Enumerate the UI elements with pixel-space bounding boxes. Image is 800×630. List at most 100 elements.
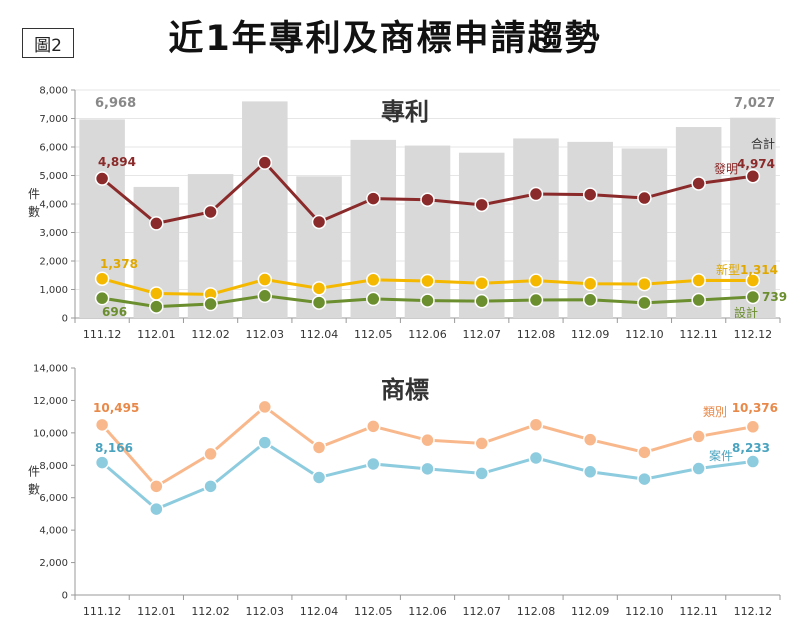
trademark-xtick-label: 112.10 <box>625 605 664 618</box>
total-bar <box>676 127 722 318</box>
design-point <box>638 296 651 309</box>
trademark-ytick-label: 8,000 <box>39 461 68 472</box>
invention-point <box>692 177 705 190</box>
patent-ytick-label: 6,000 <box>39 143 68 154</box>
invention-point <box>258 156 271 169</box>
case-last-label: 8,233 <box>732 441 770 455</box>
case-point <box>529 451 542 464</box>
utility-point <box>638 278 651 291</box>
total-bar <box>567 142 613 318</box>
class-point <box>258 400 271 413</box>
invention-last-label: 4,974 <box>737 157 775 171</box>
patent-ytick-label: 5,000 <box>39 171 68 182</box>
case-point <box>313 471 326 484</box>
invention-series-label: 發明 <box>714 161 738 176</box>
design-point <box>746 290 759 303</box>
trademark-xtick-label: 112.08 <box>517 605 556 618</box>
total-bar <box>459 153 505 318</box>
design-point <box>421 294 434 307</box>
class-point <box>421 434 434 447</box>
case-first-label: 8,166 <box>95 441 133 455</box>
patent-ytick-label: 2,000 <box>39 257 68 268</box>
total-bar <box>405 146 451 318</box>
class-point <box>367 420 380 433</box>
total-bar <box>622 148 668 318</box>
invention-point <box>367 192 380 205</box>
invention-point <box>421 193 434 206</box>
patent-ylabel: 件 <box>28 187 40 201</box>
trademark-xtick-label: 112.12 <box>734 605 773 618</box>
patent-xtick-label: 112.01 <box>137 328 176 341</box>
design-last-label: 739 <box>762 290 787 304</box>
design-point <box>313 296 326 309</box>
trademark-ytick-label: 14,000 <box>33 364 68 375</box>
case-series-label: 案件 <box>709 448 733 463</box>
design-point <box>96 292 109 305</box>
invention-first-label: 4,894 <box>98 155 136 169</box>
trademark-chart-title: 商標 <box>381 376 429 404</box>
patent-ytick-label: 8,000 <box>39 86 68 97</box>
utility-point <box>475 277 488 290</box>
class-point <box>313 441 326 454</box>
trademark-xtick-label: 111.12 <box>83 605 122 618</box>
patent-xtick-label: 112.06 <box>408 328 447 341</box>
invention-point <box>313 215 326 228</box>
trademark-xtick-label: 112.05 <box>354 605 393 618</box>
design-point <box>584 293 597 306</box>
invention-point <box>150 217 163 230</box>
patent-xtick-label: 112.03 <box>246 328 285 341</box>
bar-series-label: 合計 <box>751 136 775 151</box>
bar-first-label: 6,968 <box>95 96 136 111</box>
design-series-label: 設計 <box>734 305 758 320</box>
case-point <box>150 503 163 516</box>
trademark-ylabel: 件 <box>28 465 40 479</box>
class-series-label: 類別 <box>703 405 727 419</box>
case-point <box>367 457 380 470</box>
invention-point <box>746 170 759 183</box>
invention-point <box>96 172 109 185</box>
class-point <box>204 447 217 460</box>
trademark-ytick-label: 6,000 <box>39 493 68 504</box>
patent-ytick-label: 7,000 <box>39 114 68 125</box>
design-point <box>692 294 705 307</box>
class-point <box>150 480 163 493</box>
class-point <box>96 418 109 431</box>
design-point <box>258 289 271 302</box>
patent-xtick-label: 112.08 <box>517 328 556 341</box>
design-point <box>475 295 488 308</box>
trademark-xtick-label: 112.03 <box>246 605 285 618</box>
class-point <box>475 437 488 450</box>
trademark-xtick-label: 112.02 <box>191 605 230 618</box>
case-point <box>692 462 705 475</box>
trademark-ytick-label: 0 <box>62 591 68 602</box>
trademark-xtick-label: 112.01 <box>137 605 176 618</box>
patent-chart-title: 專利 <box>381 98 429 126</box>
utility-point <box>421 274 434 287</box>
patent-xtick-label: 112.02 <box>191 328 230 341</box>
patent-xtick-label: 112.09 <box>571 328 610 341</box>
patent-ylabel: 數 <box>28 205 40 219</box>
total-bar <box>79 119 125 318</box>
utility-point <box>96 272 109 285</box>
design-point <box>150 300 163 313</box>
design-point <box>529 294 542 307</box>
patent-xtick-label: 112.04 <box>300 328 339 341</box>
utility-point <box>692 274 705 287</box>
invention-point <box>529 188 542 201</box>
case-point <box>475 467 488 480</box>
bar-last-label: 7,027 <box>734 96 775 111</box>
case-point <box>638 473 651 486</box>
invention-point <box>204 205 217 218</box>
utility-first-label: 1,378 <box>100 257 138 271</box>
utility-series-label: 新型 <box>716 262 740 277</box>
invention-point <box>638 192 651 205</box>
patent-ytick-label: 4,000 <box>39 200 68 211</box>
design-first-label: 696 <box>102 305 127 319</box>
utility-point <box>529 274 542 287</box>
patent-ytick-label: 3,000 <box>39 228 68 239</box>
trademark-xtick-label: 112.07 <box>462 605 501 618</box>
class-point <box>584 433 597 446</box>
utility-point <box>313 282 326 295</box>
trademark-ytick-label: 4,000 <box>39 526 68 537</box>
